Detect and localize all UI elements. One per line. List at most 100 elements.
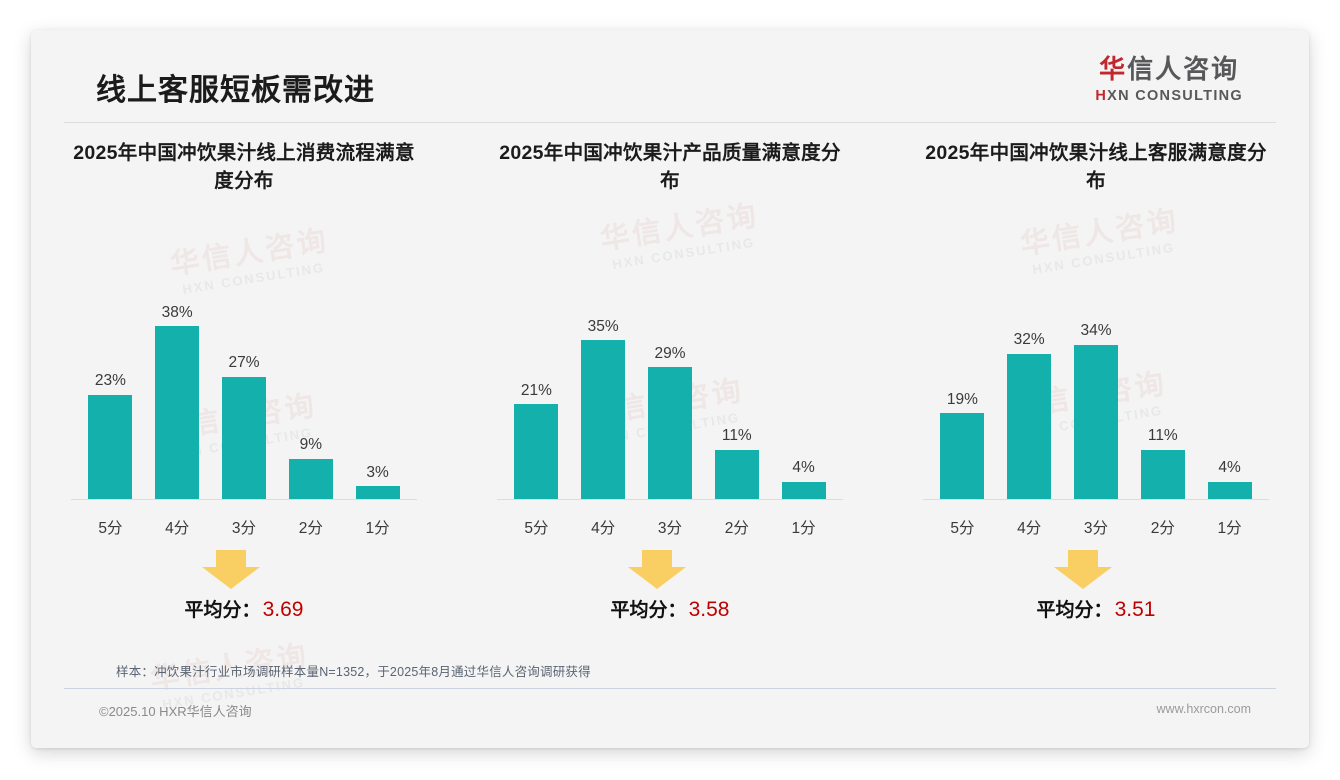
average-score-value: 3.58 — [688, 598, 730, 621]
bar-rect[interactable] — [781, 481, 826, 500]
x-tick-label: 1分 — [791, 519, 816, 537]
arrow-head — [1054, 567, 1112, 589]
bar-value-label: 23% — [94, 372, 126, 390]
bar-item[interactable]: 21% — [503, 282, 570, 500]
chart-panel: 2025年中国冲饮果汁线上客服满意度分布 19% 32% 34% 11% 4% … — [883, 140, 1309, 638]
bar-item[interactable]: 11% — [703, 282, 770, 500]
logo-english-text: HXN CONSULTING — [1095, 89, 1243, 104]
bar-rect[interactable] — [288, 458, 333, 500]
bar-item[interactable]: 4% — [770, 282, 837, 500]
average-score-text: 平均分：3.69 — [31, 595, 457, 622]
bar-rect[interactable] — [1140, 449, 1185, 500]
x-axis-tick-labels: 5分 4分 3分 2分 1分 — [77, 519, 411, 537]
x-tick-label: 4分 — [1017, 519, 1042, 537]
average-score-label: 平均分： — [1036, 600, 1113, 621]
bar-rect[interactable] — [514, 404, 559, 500]
chart-panel: 2025年中国冲饮果汁产品质量满意度分布 21% 35% 29% 11% 4% … — [457, 140, 883, 638]
bar-group: 23% 38% 27% 9% 3% — [77, 282, 411, 500]
down-arrow-icon — [202, 550, 260, 589]
x-tick-label: 3分 — [657, 519, 683, 537]
bar-item[interactable]: 27% — [211, 282, 278, 500]
bar-item[interactable]: 4% — [1196, 282, 1263, 500]
page-title: 线上客服短板需改进 — [96, 74, 375, 107]
bar-value-label: 27% — [228, 354, 260, 372]
arrow-stem — [1068, 550, 1098, 568]
bar-value-label: 21% — [520, 381, 552, 399]
bar-item[interactable]: 35% — [570, 282, 637, 500]
logo-english-rest: XN CONSULTING — [1107, 88, 1243, 104]
header-divider — [64, 122, 1276, 123]
x-axis-tick-labels: 5分 4分 3分 2分 1分 — [929, 519, 1263, 537]
bar-rect[interactable] — [355, 486, 400, 500]
chart-title: 2025年中国冲饮果汁线上客服满意度分布 — [925, 142, 1267, 192]
bar-rect[interactable] — [88, 394, 133, 500]
logo-chinese-rest: 信人咨询 — [1127, 54, 1240, 84]
bar-value-label: 35% — [587, 317, 619, 335]
bar-item[interactable]: 3% — [344, 282, 411, 500]
bar-value-label: 29% — [654, 344, 686, 362]
x-tick-label: 3分 — [1083, 519, 1109, 537]
logo-hua-character: 华 — [1099, 54, 1128, 84]
bar-value-label: 34% — [1080, 322, 1112, 340]
bar-chart: 19% 32% 34% 11% 4% 5分 4分 3分 2分 1分 — [923, 242, 1269, 542]
x-tick-label: 5分 — [950, 519, 975, 537]
x-axis-tick-labels: 5分 4分 3分 2分 1分 — [503, 519, 837, 537]
bar-chart: 21% 35% 29% 11% 4% 5分 4分 3分 2分 1分 — [497, 242, 843, 542]
x-tick-label: 5分 — [524, 519, 549, 537]
average-score-label: 平均分： — [610, 600, 687, 621]
average-score-value: 3.69 — [262, 598, 304, 621]
bar-item[interactable]: 9% — [277, 282, 344, 500]
bar-value-label: 32% — [1013, 331, 1045, 349]
bar-item[interactable]: 29% — [637, 282, 704, 500]
chart-title: 2025年中国冲饮果汁产品质量满意度分布 — [499, 142, 841, 192]
bar-group: 19% 32% 34% 11% 4% — [929, 282, 1263, 500]
slide-header: 线上客服短板需改进 华信人咨询 HXN CONSULTING — [31, 30, 1309, 126]
sample-note: 样本：冲饮果汁行业市场调研样本量N=1352，于2025年8月通过华信人咨询调研… — [116, 665, 591, 679]
x-tick-label: 5分 — [98, 519, 123, 537]
bar-rect[interactable] — [221, 376, 266, 500]
bar-item[interactable]: 19% — [929, 282, 996, 500]
arrow-stem — [216, 550, 246, 568]
x-tick-label: 1分 — [365, 519, 390, 537]
down-arrow-icon — [1054, 550, 1112, 589]
logo-h-character: H — [1095, 88, 1108, 104]
average-score-block: 平均分：3.69 — [31, 550, 457, 638]
slide-footer: ©2025.10 HXR华信人咨询 www.hxrcon.com — [31, 689, 1309, 748]
slide-canvas: 线上客服短板需改进 华信人咨询 HXN CONSULTING 华信人咨询 HXN… — [31, 30, 1309, 748]
copyright-text: ©2025.10 HXR华信人咨询 — [99, 704, 252, 719]
bar-rect[interactable] — [155, 326, 200, 500]
x-tick-label: 2分 — [724, 519, 749, 537]
bar-group: 21% 35% 29% 11% 4% — [503, 282, 837, 500]
bar-rect[interactable] — [1207, 481, 1252, 500]
website-link[interactable]: www.hxrcon.com — [1156, 702, 1251, 716]
bar-value-label: 4% — [1218, 459, 1241, 477]
footer-divider — [64, 688, 1276, 689]
bar-item[interactable]: 38% — [144, 282, 211, 500]
average-score-block: 平均分：3.58 — [457, 550, 883, 638]
x-tick-label: 3分 — [231, 519, 257, 537]
x-tick-label: 4分 — [591, 519, 616, 537]
average-score-label: 平均分： — [184, 600, 261, 621]
bar-item[interactable]: 34% — [1063, 282, 1130, 500]
bar-rect[interactable] — [1007, 353, 1052, 500]
bar-rect[interactable] — [581, 340, 626, 500]
average-score-text: 平均分：3.51 — [883, 595, 1309, 622]
bar-rect[interactable] — [647, 367, 692, 500]
x-tick-label: 1分 — [1217, 519, 1242, 537]
down-arrow-icon — [628, 550, 686, 589]
bar-value-label: 11% — [721, 427, 752, 445]
average-score-text: 平均分：3.58 — [457, 595, 883, 622]
chart-title: 2025年中国冲饮果汁线上消费流程满意度分布 — [73, 142, 415, 192]
bar-item[interactable]: 23% — [77, 282, 144, 500]
bar-item[interactable]: 11% — [1129, 282, 1196, 500]
bar-rect[interactable] — [940, 413, 985, 500]
bar-item[interactable]: 32% — [996, 282, 1063, 500]
average-score-block: 平均分：3.51 — [883, 550, 1309, 638]
charts-row: 2025年中国冲饮果汁线上消费流程满意度分布 23% 38% 27% 9% 3%… — [31, 140, 1309, 638]
arrow-head — [628, 567, 686, 589]
bar-rect[interactable] — [714, 449, 759, 500]
x-axis-line — [71, 499, 417, 500]
x-axis-line — [497, 499, 843, 500]
bar-value-label: 11% — [1147, 427, 1178, 445]
bar-rect[interactable] — [1073, 344, 1118, 500]
